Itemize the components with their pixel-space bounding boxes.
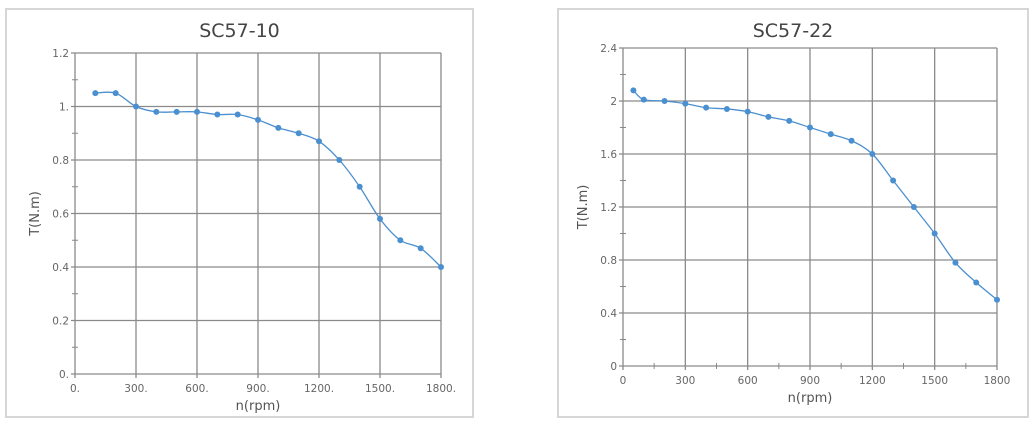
x-tick-label: 1500. bbox=[365, 383, 395, 395]
chart-title: SC57-10 bbox=[199, 20, 280, 42]
x-axis-label: n(rpm) bbox=[236, 399, 281, 414]
y-tick-label: 2 bbox=[610, 96, 617, 108]
data-point bbox=[336, 157, 343, 163]
x-tick-label: 600. bbox=[185, 383, 208, 395]
data-point bbox=[765, 113, 772, 120]
data-point bbox=[275, 124, 282, 131]
data-point bbox=[848, 137, 855, 144]
y-tick-label: 0.4 bbox=[600, 308, 617, 320]
data-point bbox=[356, 183, 363, 190]
data-point bbox=[397, 237, 404, 244]
data-point bbox=[255, 116, 261, 123]
x-tick-label: 1200. bbox=[304, 383, 334, 395]
data-point bbox=[153, 108, 160, 115]
x-tick-label: 900 bbox=[800, 375, 820, 387]
y-tick-label: 1.2 bbox=[600, 202, 617, 214]
data-point bbox=[931, 230, 938, 237]
x-tick-label: 300. bbox=[124, 383, 147, 395]
data-point bbox=[786, 117, 793, 124]
data-point bbox=[234, 111, 241, 118]
data-point bbox=[377, 215, 383, 222]
x-tick-label: 1800 bbox=[984, 375, 1011, 387]
chart-title: SC57-22 bbox=[752, 20, 834, 42]
data-point bbox=[295, 130, 302, 137]
data-point bbox=[744, 108, 751, 115]
data-point bbox=[214, 111, 221, 118]
y-tick-label: 0.8 bbox=[52, 155, 69, 167]
data-point bbox=[869, 151, 876, 157]
x-tick-label: 600 bbox=[738, 375, 758, 387]
data-point bbox=[630, 87, 637, 94]
y-axis-label: T(N.m) bbox=[576, 185, 591, 231]
chart-svg: 0 300 600 900 1200 1500 1800 0 0.4 0.8 1.2 1.6 2 2.4 n… bbox=[576, 43, 1011, 406]
chart-panel-sc57-10: SC57-10 0. 300. 600. 900. 1200. 1500. 1800. 0. 0… bbox=[5, 8, 474, 418]
chart-panel-sc57-22: SC57-22 0 300 600 900 1200 1500 1800 0 0.4 0.8 1.2… bbox=[557, 8, 1029, 418]
chart-svg: 0. 300. 600. 900. 1200. 1500. 1800. 0. 0.2 0.4 0.6… bbox=[28, 48, 456, 414]
x-axis-label: n(rpm) bbox=[788, 391, 833, 406]
x-tick-label: 1200 bbox=[859, 375, 886, 387]
data-point bbox=[827, 131, 834, 138]
x-tick-label: 1800. bbox=[426, 383, 456, 395]
series-line bbox=[95, 91, 442, 268]
data-point bbox=[890, 177, 897, 184]
data-point bbox=[910, 204, 917, 210]
data-point bbox=[173, 108, 180, 115]
data-point bbox=[92, 90, 99, 97]
y-tick-label: 1. bbox=[59, 102, 69, 114]
data-point bbox=[316, 138, 322, 145]
data-point bbox=[682, 100, 689, 107]
data-point bbox=[703, 104, 710, 111]
x-tick-label: 900. bbox=[246, 383, 269, 395]
y-tick-label: 2.4 bbox=[600, 43, 617, 55]
data-point bbox=[952, 259, 959, 266]
x-tick-label: 300 bbox=[675, 375, 695, 387]
data-point bbox=[723, 105, 730, 112]
y-tick-label: 0. bbox=[59, 369, 69, 381]
data-point bbox=[973, 279, 980, 286]
data-point bbox=[194, 108, 200, 115]
y-tick-label: 1.2 bbox=[52, 48, 69, 60]
data-point bbox=[661, 98, 668, 104]
x-tick-label: 0 bbox=[620, 375, 627, 387]
data-point bbox=[640, 96, 647, 103]
y-tick-label: 0.2 bbox=[52, 316, 69, 328]
y-tick-label: 0.6 bbox=[52, 209, 69, 221]
data-point bbox=[417, 245, 424, 252]
y-axis-label: T(N.m) bbox=[28, 191, 43, 237]
y-tick-label: 0 bbox=[610, 361, 617, 373]
y-tick-label: 1.6 bbox=[600, 149, 617, 161]
data-point bbox=[438, 264, 444, 270]
y-tick-label: 0.4 bbox=[52, 262, 69, 274]
data-point bbox=[994, 296, 1000, 303]
data-point bbox=[807, 124, 813, 131]
x-tick-label: 1500 bbox=[921, 375, 948, 387]
data-point bbox=[133, 103, 139, 110]
x-tick-label: 0. bbox=[70, 383, 80, 395]
series-line bbox=[632, 89, 998, 301]
y-tick-label: 0.8 bbox=[600, 255, 617, 267]
data-point bbox=[112, 90, 119, 97]
